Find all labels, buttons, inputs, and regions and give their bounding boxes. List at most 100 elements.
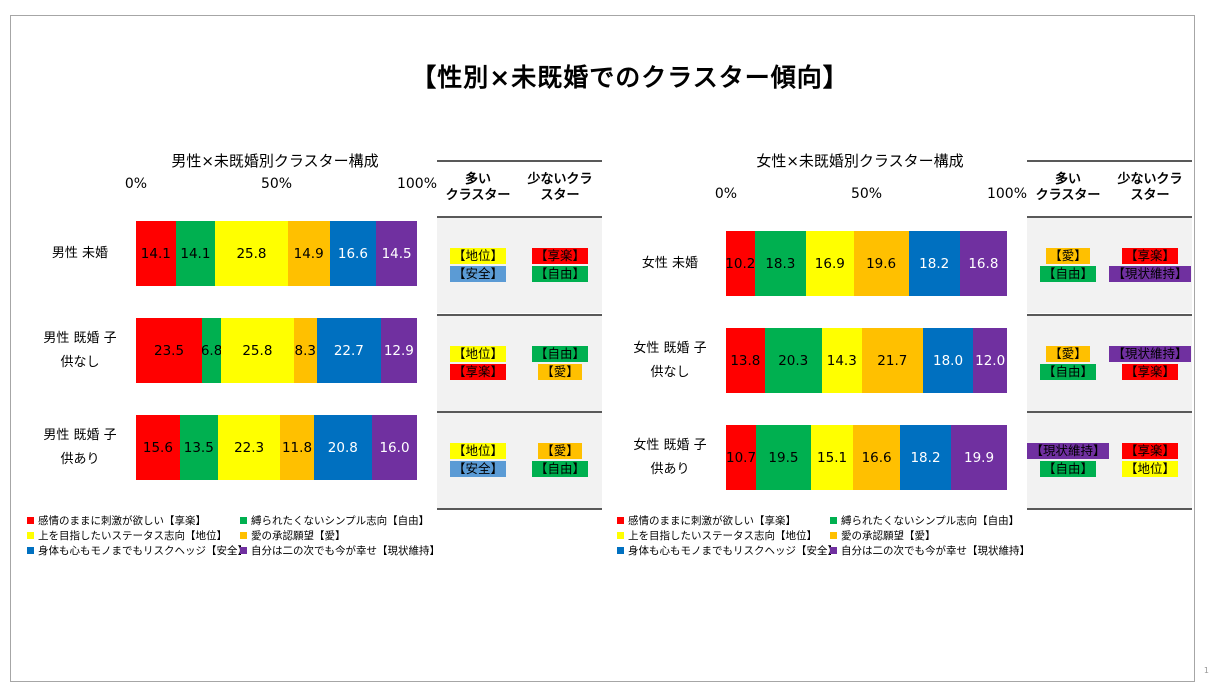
cluster-badge: 【現状維持】 xyxy=(1109,265,1191,282)
legend-label: 身体も心もモノまでもリスクヘッジ【安全】 xyxy=(628,545,838,557)
cluster-badge: 【現状維持】 xyxy=(1109,345,1191,362)
table-bottom-line xyxy=(437,508,602,510)
table-row xyxy=(1027,314,1192,411)
bar-segment-kyoraku: 23.5 xyxy=(136,318,203,383)
bar-segment-jiyu: 13.5 xyxy=(179,415,218,480)
legend-item: 感情のままに刺激が欲しい【享楽】 xyxy=(617,513,796,528)
cluster-badge: 【自由】 xyxy=(531,345,588,362)
bar-segment-genjo: 16.0 xyxy=(372,415,417,480)
cluster-badge: 【享楽】 xyxy=(1121,247,1178,264)
cluster-badge: 【自由】 xyxy=(531,265,588,282)
legend-swatch xyxy=(617,517,624,524)
bar-segment-genjo: 12.0 xyxy=(973,328,1007,393)
x-tick-label: 100% xyxy=(396,176,438,192)
table-top-line xyxy=(437,160,602,162)
bar-segment-kyoraku: 10.2 xyxy=(726,231,755,296)
category-label: 女性 未婚 xyxy=(641,255,699,271)
bar-segment-anzen: 22.7 xyxy=(316,318,381,383)
table-header-many: 多い クラスター xyxy=(445,172,511,203)
bar-segment-genjo: 12.9 xyxy=(380,318,417,383)
legend-label: 上を目指したいステータス志向【地位】 xyxy=(38,530,227,542)
cluster-badge: 【地位】 xyxy=(449,247,506,264)
table-cell-many: 【地位】 【安全】 xyxy=(437,411,519,508)
table-row-line xyxy=(437,216,602,218)
category-label: 女性 既婚 子 供あり xyxy=(633,437,707,477)
legend-item: 自分は二の次でも今が幸せ【現状維持】 xyxy=(240,543,440,558)
legend-label: 自分は二の次でも今が幸せ【現状維持】 xyxy=(841,545,1030,557)
x-tick-label: 0% xyxy=(124,176,148,192)
category-label: 女性 既婚 子 供なし xyxy=(633,340,707,380)
legend-swatch xyxy=(240,547,247,554)
table-header-few: 少ないクラ スター xyxy=(1117,172,1183,203)
table-header-few: 少ないクラ スター xyxy=(527,172,593,203)
legend-label: 縛られたくないシンプル志向【自由】 xyxy=(841,515,1020,527)
legend-label: 縛られたくないシンプル志向【自由】 xyxy=(251,515,430,527)
bar-segment-jiyu: 14.1 xyxy=(175,221,216,286)
table-top-line xyxy=(1027,160,1192,162)
table-cell-many: 【現状維持】 【自由】 xyxy=(1027,411,1109,508)
bar-segment-jiyu: 19.5 xyxy=(756,425,811,490)
bar-segment-ai: 19.6 xyxy=(853,231,909,296)
table-row xyxy=(437,314,602,411)
legend-swatch xyxy=(830,547,837,554)
table-row xyxy=(437,216,602,313)
page-title: 【性別×未既婚でのクラスター傾向】 xyxy=(411,63,849,92)
table-cell-many: 【愛】 【自由】 xyxy=(1027,314,1109,411)
bar-segment-ai: 11.8 xyxy=(280,415,314,480)
bar-segment-chii: 16.9 xyxy=(806,231,854,296)
cluster-badge: 【自由】 xyxy=(1039,460,1096,477)
bar-segment-chii: 25.8 xyxy=(215,221,288,286)
table-cell-few: 【現状維持】 【享楽】 xyxy=(1109,314,1191,411)
category-label: 男性 既婚 子 供あり xyxy=(43,427,117,467)
legend-label: 感情のままに刺激が欲しい【享楽】 xyxy=(38,515,206,527)
table-row-line xyxy=(1027,411,1192,413)
cluster-badge: 【愛】 xyxy=(538,363,582,380)
legend-item: 縛られたくないシンプル志向【自由】 xyxy=(830,513,1019,528)
table-row-line xyxy=(1027,216,1192,218)
x-tick-label: 100% xyxy=(986,186,1028,202)
cluster-badge: 【地位】 xyxy=(449,442,506,459)
bar-segment-anzen: 18.2 xyxy=(908,231,960,296)
bar-segment-ai: 8.3 xyxy=(293,318,317,383)
table-row-line xyxy=(437,411,602,413)
bar-segment-genjo: 16.8 xyxy=(959,231,1007,296)
cluster-badge: 【安全】 xyxy=(449,265,506,282)
table-cell-many: 【地位】 【享楽】 xyxy=(437,314,519,411)
table-header-many: 多い クラスター xyxy=(1035,172,1101,203)
table-row xyxy=(437,411,602,508)
legend-label: 愛の承認願望【愛】 xyxy=(841,530,936,542)
legend-item: 自分は二の次でも今が幸せ【現状維持】 xyxy=(830,543,1030,558)
table-cell-few: 【自由】 【愛】 xyxy=(519,314,601,411)
table-cell-few: 【享楽】 【現状維持】 xyxy=(1109,216,1191,313)
cluster-badge: 【自由】 xyxy=(531,460,588,477)
bar-segment-chii: 25.8 xyxy=(221,318,294,383)
cluster-badge: 【現状維持】 xyxy=(1027,442,1109,459)
bar-segment-anzen: 16.6 xyxy=(329,221,377,286)
bar-segment-chii: 14.3 xyxy=(821,328,862,393)
category-label: 男性 既婚 子 供なし xyxy=(43,330,117,370)
bar-segment-kyoraku: 13.8 xyxy=(726,328,765,393)
legend-swatch xyxy=(27,547,34,554)
legend-item: 愛の承認願望【愛】 xyxy=(830,528,936,543)
table-row xyxy=(1027,216,1192,313)
table-row xyxy=(1027,411,1192,508)
cluster-badge: 【愛】 xyxy=(1046,247,1090,264)
cluster-badge: 【自由】 xyxy=(1039,363,1096,380)
table-cell-few: 【享楽】 【地位】 xyxy=(1109,411,1191,508)
cluster-badge: 【享楽】 xyxy=(1121,442,1178,459)
bar-segment-chii: 15.1 xyxy=(810,425,854,490)
cluster-badge: 【享楽】 xyxy=(449,363,506,380)
legend-item: 上を目指したいステータス志向【地位】 xyxy=(27,528,227,543)
legend-swatch xyxy=(27,517,34,524)
bar-segment-genjo: 14.5 xyxy=(376,221,417,286)
bar-segment-anzen: 18.2 xyxy=(899,425,952,490)
legend-label: 上を目指したいステータス志向【地位】 xyxy=(628,530,817,542)
table-cell-many: 【愛】 【自由】 xyxy=(1027,216,1109,313)
legend-swatch xyxy=(830,517,837,524)
legend-item: 愛の承認願望【愛】 xyxy=(240,528,346,543)
table-cell-few: 【享楽】 【自由】 xyxy=(519,216,601,313)
legend-label: 身体も心もモノまでもリスクヘッジ【安全】 xyxy=(38,545,248,557)
cluster-badge: 【安全】 xyxy=(449,460,506,477)
page-number: 1 xyxy=(1203,666,1209,675)
bar-segment-anzen: 20.8 xyxy=(313,415,373,480)
